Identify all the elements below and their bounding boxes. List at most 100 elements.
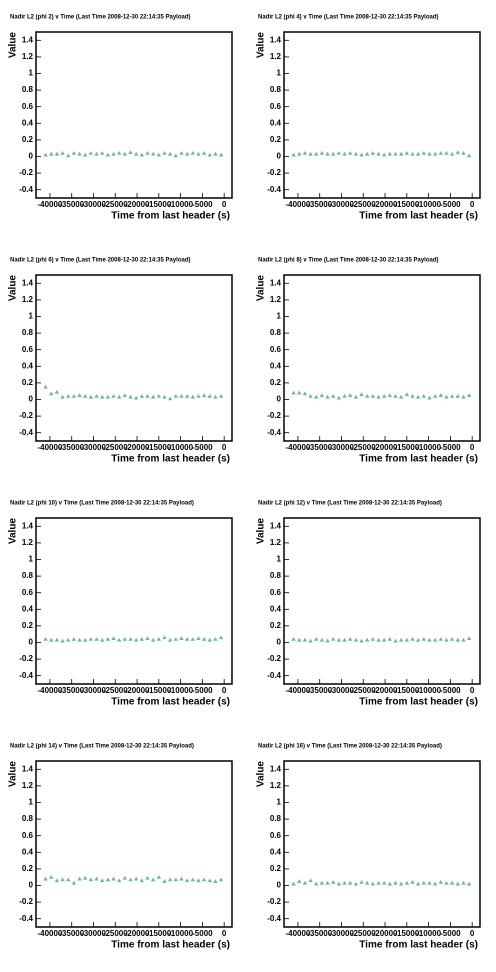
marker — [432, 637, 438, 642]
marker — [100, 637, 105, 642]
marker — [466, 393, 472, 397]
y-tick-label: 0.6 — [270, 831, 282, 840]
y-tick-label: 0.2 — [22, 378, 34, 387]
x-tick-label: -25000 — [351, 686, 376, 695]
marker — [308, 638, 313, 643]
marker — [359, 152, 364, 157]
marker — [156, 152, 162, 157]
marker — [77, 151, 82, 156]
marker — [218, 393, 224, 398]
marker — [381, 152, 387, 157]
marker — [421, 880, 427, 885]
x-tick-label: -5000 — [440, 929, 461, 938]
marker — [432, 393, 438, 398]
marker — [150, 637, 156, 642]
marker — [190, 636, 195, 641]
marker — [167, 151, 173, 156]
marker — [387, 151, 393, 156]
x-tick-label: -5000 — [192, 200, 213, 209]
y-tick-label: 0.8 — [22, 571, 34, 580]
chart-title: Nadir L2 (phi 6) v Time (Last Time 2008-… — [10, 258, 191, 264]
marker — [297, 390, 302, 395]
y-tick-label: 1 — [277, 312, 282, 321]
x-tick-label: -30000 — [81, 686, 106, 695]
marker — [60, 150, 65, 155]
marker — [54, 878, 60, 883]
y-tick-label: 1.2 — [270, 781, 282, 790]
y-tick-label: -0.2 — [19, 654, 33, 663]
marker — [179, 150, 184, 155]
y-tick-label: -0.2 — [267, 411, 281, 420]
y-tick-label: 1 — [29, 69, 34, 78]
x-tick-label: -35000 — [59, 929, 84, 938]
x-axis-label: Time from last header (s) — [359, 940, 478, 951]
y-tick-label: -0.4 — [19, 185, 33, 194]
y-tick-label: -0.4 — [267, 185, 281, 194]
y-tick-label: 0.4 — [22, 361, 34, 370]
marker — [71, 880, 77, 885]
marker — [449, 636, 455, 641]
y-tick-label: 1.4 — [270, 521, 282, 530]
x-tick-label: -35000 — [59, 443, 84, 452]
marker — [297, 637, 302, 642]
marker — [167, 877, 173, 882]
y-axis-label: Value — [8, 518, 19, 545]
y-tick-label: 0 — [277, 638, 282, 647]
marker — [162, 150, 167, 155]
x-tick-label: -20000 — [373, 686, 398, 695]
y-tick-label: 0.6 — [270, 588, 282, 597]
panel: Nadir L2 (phi 16) v Time (Last Time 2008… — [256, 744, 481, 951]
x-tick-label: -25000 — [351, 929, 376, 938]
marker — [77, 393, 82, 397]
y-tick-label: 1.4 — [270, 764, 282, 773]
marker — [167, 396, 173, 401]
marker — [156, 636, 162, 641]
y-tick-label: 1.4 — [22, 521, 34, 530]
marker — [190, 150, 195, 155]
marker — [438, 879, 443, 884]
marker — [94, 393, 99, 398]
marker — [173, 393, 179, 398]
marker — [455, 637, 460, 642]
marker — [156, 393, 162, 398]
marker — [364, 637, 370, 642]
marker — [105, 394, 111, 399]
marker — [71, 393, 77, 398]
marker — [364, 393, 370, 398]
marker — [167, 637, 173, 642]
marker — [387, 636, 393, 641]
y-tick-label: -0.4 — [19, 914, 33, 923]
marker — [336, 395, 342, 400]
marker — [116, 150, 122, 155]
marker — [432, 151, 438, 156]
marker — [364, 880, 370, 885]
marker — [398, 151, 404, 156]
marker — [410, 879, 415, 884]
marker — [218, 152, 224, 157]
marker — [105, 636, 111, 641]
marker — [455, 881, 460, 886]
marker — [398, 394, 404, 399]
panel: Nadir L2 (phi 8) v Time (Last Time 2008-… — [256, 258, 481, 465]
panel: Nadir L2 (phi 4) v Time (Last Time 2008-… — [256, 15, 481, 222]
marker — [173, 636, 179, 641]
marker — [83, 637, 88, 642]
chart-title: Nadir L2 (phi 4) v Time (Last Time 2008-… — [258, 15, 439, 21]
x-tick-label: -20000 — [125, 686, 150, 695]
marker — [77, 876, 82, 881]
marker — [122, 151, 128, 156]
y-tick-label: 0.8 — [22, 85, 34, 94]
marker — [184, 878, 190, 883]
chart-title: Nadir L2 (phi 10) v Time (Last Time 2008… — [10, 501, 194, 507]
marker — [196, 393, 201, 398]
marker — [128, 877, 133, 882]
x-axis-label: Time from last header (s) — [359, 454, 478, 465]
marker — [370, 150, 376, 155]
y-tick-label: 0.2 — [270, 135, 282, 144]
marker — [100, 878, 105, 883]
marker — [370, 393, 376, 398]
marker — [116, 878, 122, 883]
marker — [88, 150, 94, 155]
marker — [336, 150, 342, 155]
y-tick-label: 0.2 — [270, 378, 282, 387]
